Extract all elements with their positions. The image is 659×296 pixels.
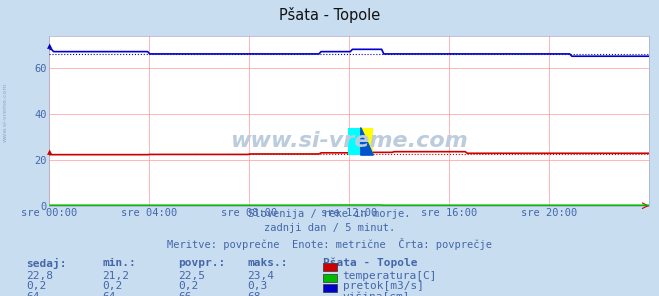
Text: www.si-vreme.com: www.si-vreme.com bbox=[3, 83, 8, 142]
Text: Slovenija / reke in morje.: Slovenija / reke in morje. bbox=[248, 209, 411, 219]
Text: 64: 64 bbox=[102, 292, 115, 296]
Text: Pšata - Topole: Pšata - Topole bbox=[323, 258, 417, 268]
Bar bbox=[348, 128, 360, 155]
Text: 64: 64 bbox=[26, 292, 40, 296]
Text: temperatura[C]: temperatura[C] bbox=[343, 271, 437, 281]
Text: 22,5: 22,5 bbox=[178, 271, 205, 281]
Text: povpr.:: povpr.: bbox=[178, 258, 225, 268]
Text: 66: 66 bbox=[178, 292, 191, 296]
Text: Pšata - Topole: Pšata - Topole bbox=[279, 7, 380, 23]
Text: 0,2: 0,2 bbox=[178, 281, 198, 291]
Text: sedaj:: sedaj: bbox=[26, 258, 67, 268]
Text: min.:: min.: bbox=[102, 258, 136, 268]
Bar bbox=[360, 128, 373, 155]
Text: 0,2: 0,2 bbox=[102, 281, 123, 291]
Text: 22,8: 22,8 bbox=[26, 271, 53, 281]
Text: Meritve: povprečne  Enote: metrične  Črta: povprečje: Meritve: povprečne Enote: metrične Črta:… bbox=[167, 238, 492, 250]
Text: ▲: ▲ bbox=[47, 149, 52, 155]
Text: zadnji dan / 5 minut.: zadnji dan / 5 minut. bbox=[264, 223, 395, 234]
Text: www.si-vreme.com: www.si-vreme.com bbox=[231, 131, 468, 151]
Text: 21,2: 21,2 bbox=[102, 271, 129, 281]
Text: višina[cm]: višina[cm] bbox=[343, 292, 410, 296]
Text: maks.:: maks.: bbox=[247, 258, 287, 268]
Polygon shape bbox=[360, 128, 373, 155]
Text: pretok[m3/s]: pretok[m3/s] bbox=[343, 281, 424, 291]
Text: 0,2: 0,2 bbox=[26, 281, 47, 291]
Text: 68: 68 bbox=[247, 292, 260, 296]
Text: ▲: ▲ bbox=[47, 43, 52, 49]
Text: 0,3: 0,3 bbox=[247, 281, 268, 291]
Text: 23,4: 23,4 bbox=[247, 271, 274, 281]
